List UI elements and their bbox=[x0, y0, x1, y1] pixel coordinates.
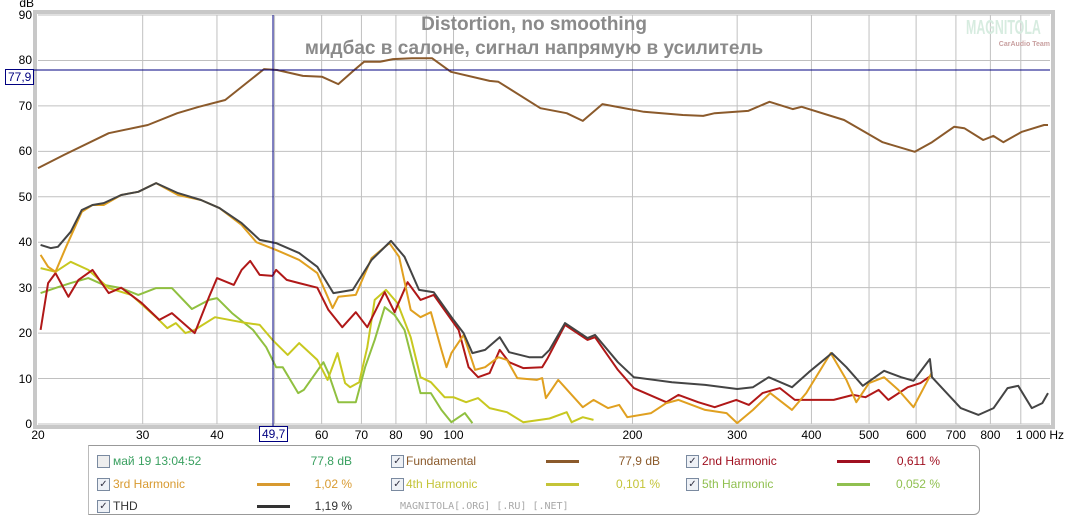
plot-frame bbox=[33, 10, 1055, 429]
y-tick-label: 50 bbox=[18, 189, 32, 204]
series-line-5th-harmonic bbox=[40, 277, 474, 424]
x-tick-label: 20 bbox=[31, 428, 45, 442]
x-tick-label: 80 bbox=[389, 428, 403, 442]
y-tick-label: 40 bbox=[18, 235, 32, 250]
y-tick-label: 70 bbox=[18, 98, 32, 113]
legend-value: 77,9 dB bbox=[618, 454, 660, 468]
legend-checkbox[interactable]: ✓ bbox=[391, 478, 404, 491]
y-tick-label: 60 bbox=[18, 144, 32, 159]
legend-line-swatch bbox=[257, 505, 290, 508]
legend-checkbox[interactable]: ✓ bbox=[686, 455, 699, 468]
legend-checkbox[interactable]: ✓ bbox=[97, 500, 110, 513]
series-line-fundamental bbox=[37, 57, 1048, 169]
cursor-x-readout: 49,7 bbox=[259, 426, 289, 442]
cursor-y-readout: 77,9 bbox=[5, 69, 35, 85]
y-tick-label: 0 bbox=[25, 417, 32, 431]
legend-value: 1,02 % bbox=[314, 477, 352, 491]
logo-subtext: CarAudio Team bbox=[998, 41, 1050, 48]
series-line-thd bbox=[40, 182, 1049, 416]
legend: май 19 13:04:52 77,8 dB ✓ Fundamental 77,9 d… bbox=[88, 445, 980, 515]
y-tick-label: 90 bbox=[18, 8, 32, 22]
legend-value: 0,611 % bbox=[896, 454, 940, 468]
legend-label: май 19 13:04:52 bbox=[113, 454, 202, 468]
y-tick-label: 30 bbox=[18, 280, 32, 295]
legend-label: Fundamental bbox=[406, 454, 477, 468]
legend-value: 1,19 % bbox=[314, 499, 352, 513]
y-tick-label: 10 bbox=[18, 371, 32, 386]
series-line-3rd-harmonic bbox=[39, 182, 933, 425]
y-axis-label: dB bbox=[19, 0, 34, 10]
legend-checkbox[interactable] bbox=[97, 455, 110, 468]
legend-line-swatch bbox=[257, 483, 290, 486]
x-tick-label: 500 bbox=[859, 428, 880, 442]
legend-value: 77,8 dB bbox=[310, 454, 352, 468]
series-line-2nd-harmonic bbox=[39, 259, 933, 409]
x-tick-label: 30 bbox=[135, 428, 150, 442]
legend-label: 4th Harmonic bbox=[406, 477, 478, 491]
y-tick-label: 20 bbox=[18, 326, 32, 341]
x-tick-label: 60 bbox=[314, 428, 329, 442]
x-tick-label: 700 bbox=[945, 428, 966, 442]
legend-label: 5th Harmonic bbox=[702, 477, 774, 491]
x-tick-label: 300 bbox=[727, 428, 748, 442]
x-tick-label: 800 bbox=[980, 428, 1001, 442]
legend-label: 3rd Harmonic bbox=[113, 477, 186, 491]
x-tick-label: 600 bbox=[906, 428, 927, 442]
series-line-4th-harmonic bbox=[40, 260, 594, 424]
x-tick-label: 100 bbox=[443, 428, 464, 442]
x-tick-label: 90 bbox=[419, 428, 433, 442]
legend-value: 0,052 % bbox=[895, 477, 940, 491]
legend-label: 2nd Harmonic bbox=[702, 454, 777, 468]
legend-line-swatch bbox=[837, 483, 870, 486]
legend-checkbox[interactable]: ✓ bbox=[391, 455, 404, 468]
y-tick-label: 80 bbox=[18, 53, 32, 68]
chart-subtitle: мидбас в салоне, сигнал напрямую в усили… bbox=[304, 38, 764, 59]
x-tick-label: 1 000 Hz bbox=[1015, 428, 1065, 442]
x-tick-label: 40 bbox=[210, 428, 224, 442]
legend-checkbox[interactable]: ✓ bbox=[686, 478, 699, 491]
legend-checkbox[interactable]: ✓ bbox=[97, 478, 110, 491]
x-tick-label: 200 bbox=[622, 428, 643, 442]
logo-text: MAGNITOLA bbox=[966, 17, 1041, 39]
chart-title: Distortion, no smoothing bbox=[421, 14, 647, 35]
magnitola-logo: MAGNITOLA CarAudio Team bbox=[966, 18, 1050, 52]
legend-label: THD bbox=[113, 499, 138, 513]
legend-line-swatch bbox=[546, 483, 579, 486]
watermark: MAGNITOLA[.ORG] [.RU] [.NET] bbox=[400, 501, 569, 512]
legend-line-swatch bbox=[837, 460, 870, 463]
legend-line-swatch bbox=[546, 460, 579, 463]
legend-value: 0,101 % bbox=[615, 477, 660, 491]
x-tick-label: 70 bbox=[354, 428, 369, 442]
x-tick-label: 400 bbox=[801, 428, 822, 442]
